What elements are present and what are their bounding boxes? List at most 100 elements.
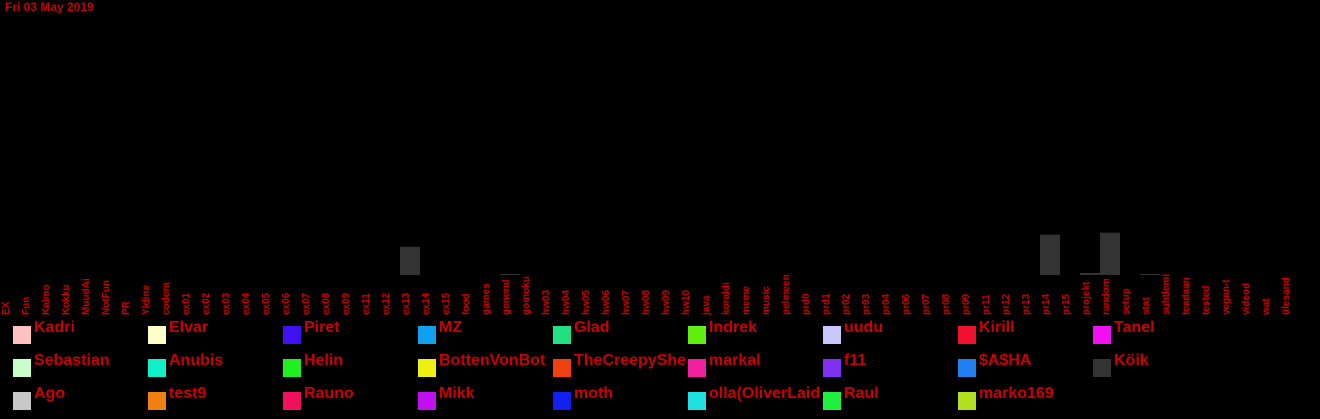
- legend-swatch: [13, 326, 31, 344]
- x-tick-labels: EX Fun Kalmo Kokku MuudAi NotFun PR Yldine coder…: [1, 274, 1292, 316]
- legend: Kadri Elvar Piret MZ Glad Indrek uudu Kirill Tan…: [0, 318, 1320, 419]
- legend-swatch: [553, 359, 571, 377]
- x-tick-label: pr14: [1041, 293, 1052, 315]
- x-tick-label: tested: [1201, 286, 1212, 315]
- legend-label: Kadri: [34, 319, 75, 336]
- legend-swatch: [1093, 326, 1111, 344]
- x-tick-label: ex14: [421, 292, 432, 315]
- x-tick-label: ex12: [381, 292, 392, 315]
- chart-date: Fri 03 May 2019: [5, 0, 94, 14]
- x-tick-label: Yldine: [141, 285, 152, 315]
- legend-label: f11: [844, 352, 867, 369]
- x-tick-label: ex15: [441, 292, 452, 315]
- legend-label: TheCreepySheep: [574, 352, 686, 369]
- legend-swatch: [418, 392, 436, 410]
- legend-swatch: [823, 326, 841, 344]
- legend-label: Kirill: [979, 319, 1015, 336]
- legend-swatch: [823, 359, 841, 377]
- legend-label: Elvar: [169, 319, 209, 336]
- x-tick-label: ex06: [281, 292, 292, 315]
- x-tick-label: meme: [741, 286, 752, 315]
- legend-swatch: [958, 392, 976, 410]
- x-tick-label: pr12: [1001, 293, 1012, 315]
- x-tick-label: Kalmo: [41, 284, 52, 315]
- legend-swatch: [148, 359, 166, 377]
- legend-swatch: [148, 392, 166, 410]
- x-tick-label: suhtlemi: [1161, 274, 1172, 315]
- x-tick-label: projekt: [1081, 281, 1092, 315]
- x-tick-label: ex11: [361, 293, 372, 315]
- x-tick-label: prd0: [801, 293, 812, 315]
- legend-swatch: [283, 392, 301, 410]
- legend-label: Anubis: [169, 352, 224, 369]
- x-tick-label: PR: [121, 300, 132, 315]
- legend-label: Indrek: [709, 319, 758, 336]
- legend-label: Tanel: [1114, 319, 1155, 336]
- x-tick-label: hw04: [561, 290, 572, 315]
- x-tick-label: hw03: [541, 290, 552, 315]
- legend-label: Glad: [574, 319, 610, 336]
- x-tick-label: MuudAi: [81, 278, 92, 315]
- bar-random: [1100, 232, 1120, 275]
- legend-label: test9: [169, 385, 207, 402]
- x-tick-label: pelmeen: [781, 274, 792, 315]
- x-tick-label: ex08: [321, 292, 332, 315]
- x-tick-label: videod: [1241, 283, 1252, 315]
- legend-swatch: [283, 326, 301, 344]
- x-tick-label: ex09: [341, 292, 352, 315]
- x-tick-label: ex01: [181, 292, 192, 315]
- x-tick-label: hw08: [641, 290, 652, 315]
- x-tick-label: hw09: [661, 290, 672, 315]
- x-tick-label: prd1: [821, 293, 832, 315]
- x-tick-label: koraldi: [721, 282, 732, 315]
- x-tick-label: pr04: [881, 293, 892, 315]
- x-tick-label: pr09: [961, 293, 972, 315]
- legend-label: Sebastian: [34, 352, 110, 369]
- x-tick-label: ex13: [401, 292, 412, 315]
- legend-swatch: [13, 392, 31, 410]
- x-tick-label: hw10: [681, 290, 692, 315]
- legend-label: olla(OliverLaidma): [709, 385, 821, 402]
- legend-label: uudu: [844, 319, 884, 336]
- bar-pr14: [1040, 234, 1060, 275]
- legend-label: Köik: [1114, 352, 1149, 369]
- x-tick-label: ex03: [221, 292, 232, 315]
- x-tick-label: pr02: [841, 293, 852, 315]
- x-tick-label: pr08: [941, 293, 952, 315]
- legend-label: $A$HA: [979, 352, 1032, 369]
- x-tick-label: teadaan: [1181, 277, 1192, 315]
- legend-label: BottenVonBot: [439, 352, 546, 369]
- legend-label: Helin: [304, 352, 344, 369]
- legend-label: markal: [709, 352, 761, 369]
- legend-swatch: [688, 392, 706, 410]
- legend-swatch: [958, 359, 976, 377]
- legend-swatch: [13, 359, 31, 377]
- legend-swatch: [418, 326, 436, 344]
- x-tick-label: pr03: [861, 293, 872, 315]
- x-tick-label: wat: [1261, 298, 1272, 316]
- x-tick-label: ex07: [301, 292, 312, 315]
- x-tick-label: pr07: [921, 293, 932, 315]
- bar-chart: EX Fun Kalmo Kokku MuudAi NotFun PR Yldine coder…: [1, 232, 1292, 316]
- x-tick-label: vegan-t: [1221, 279, 1232, 315]
- x-tick-label: ex04: [241, 292, 252, 315]
- bar-projekt: [1080, 272, 1100, 275]
- legend-swatch: [418, 359, 436, 377]
- x-tick-label: gomoku: [521, 276, 532, 315]
- legend-swatch: [283, 359, 301, 377]
- legend-label: Raul: [844, 385, 879, 402]
- legend-swatch: [958, 326, 976, 344]
- legend-label: MZ: [439, 319, 463, 336]
- x-tick-label: ülesand: [1281, 277, 1292, 315]
- legend-swatch: [553, 392, 571, 410]
- x-tick-label: setup: [1121, 288, 1132, 315]
- x-tick-label: games: [481, 283, 492, 315]
- legend-label: marko169: [979, 385, 1054, 402]
- x-tick-label: Fun: [21, 297, 32, 315]
- x-tick-label: hw05: [581, 290, 592, 315]
- x-tick-label: random: [1101, 278, 1112, 315]
- x-tick-label: pr06: [901, 293, 912, 315]
- x-tick-label: ex02: [201, 292, 212, 315]
- legend-label: Rauno: [304, 385, 354, 402]
- x-tick-label: ex05: [261, 292, 272, 315]
